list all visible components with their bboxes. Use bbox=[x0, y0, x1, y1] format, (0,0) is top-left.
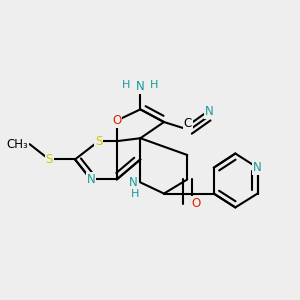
Text: C: C bbox=[184, 117, 192, 130]
Text: S: S bbox=[95, 135, 102, 148]
Text: N: N bbox=[129, 176, 137, 189]
Text: O: O bbox=[192, 197, 201, 210]
Text: N: N bbox=[253, 161, 262, 174]
Text: N: N bbox=[205, 105, 214, 118]
Text: O: O bbox=[112, 114, 122, 127]
Text: H: H bbox=[130, 189, 139, 199]
Text: H: H bbox=[122, 80, 130, 90]
Text: N: N bbox=[86, 173, 95, 186]
Text: N: N bbox=[136, 80, 145, 93]
Text: CH₃: CH₃ bbox=[6, 138, 28, 151]
Text: S: S bbox=[45, 153, 53, 166]
Text: H: H bbox=[150, 80, 158, 90]
